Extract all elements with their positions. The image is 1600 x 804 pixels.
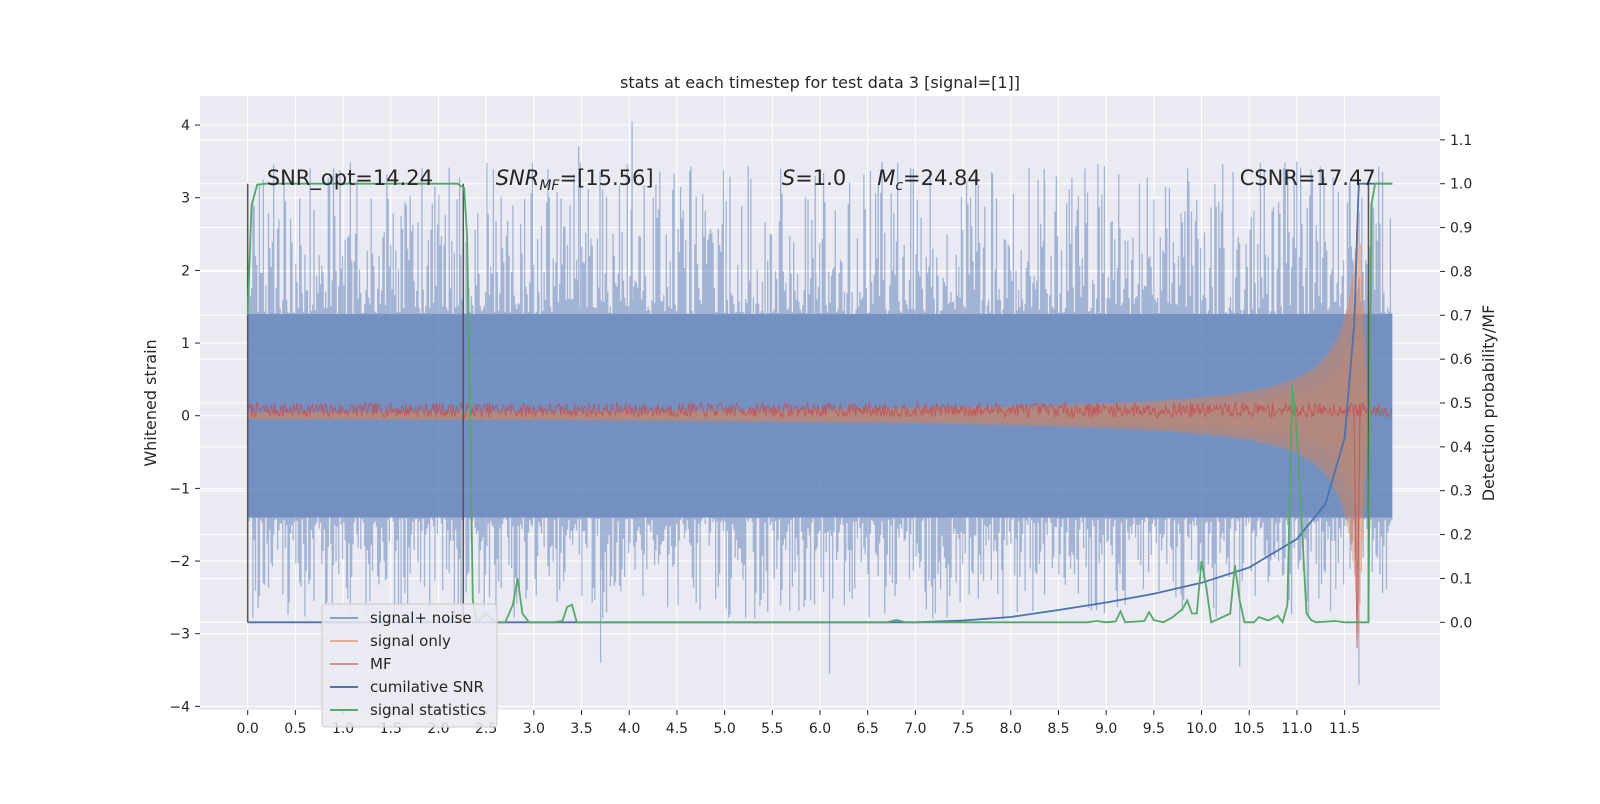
x-tick-label: 10.0: [1186, 721, 1217, 737]
y-right-tick-label: 0.0: [1450, 615, 1472, 631]
legend-label: cumilative SNR: [370, 678, 484, 696]
y-right-tick-label: 0.9: [1450, 221, 1472, 237]
legend-label: MF: [370, 655, 392, 673]
x-tick-label: 11.0: [1281, 721, 1312, 737]
y-axis-label-left: Whitened strain: [141, 339, 160, 466]
x-tick-label: 6.0: [809, 721, 831, 737]
annotation-label: S=1.0: [782, 166, 846, 190]
annotation-label: SNR_opt=14.24: [267, 166, 433, 191]
y-left-tick-label: 4: [181, 118, 190, 134]
annotations: SNR_opt=14.24 SNRMF=[15.56] S=1.0 Mc=24.84 C…: [267, 166, 1376, 194]
y-right-tick-label: 0.8: [1450, 264, 1472, 280]
annotation-label: CSNR=17.47: [1240, 166, 1376, 190]
x-tick-label: 5.5: [761, 721, 783, 737]
y-right-tick-label: 0.4: [1450, 440, 1472, 456]
x-tick-label: 0.5: [284, 721, 306, 737]
x-tick-label: 8.5: [1047, 721, 1069, 737]
y-left-tick-label: 0: [181, 409, 190, 425]
y-left-tick-label: −1: [169, 481, 190, 497]
y-left-tick-label: −2: [169, 554, 190, 570]
x-tick-label: 5.0: [713, 721, 735, 737]
y-right-tick-label: 0.7: [1450, 308, 1472, 324]
x-tick-label: 6.5: [857, 721, 879, 737]
data-series: [246, 121, 1393, 685]
x-tick-label: 4.0: [618, 721, 640, 737]
y-left-tick-label: 2: [181, 263, 190, 279]
x-tick-label: 7.5: [952, 721, 974, 737]
annotation-label: Mc=24.84: [877, 166, 981, 194]
x-tick-label: 10.5: [1234, 721, 1265, 737]
series-cumulative-snr: [247, 182, 1393, 624]
y-left-tick-label: 1: [181, 336, 190, 352]
x-tick-label: 0.0: [237, 721, 259, 737]
chart-title: stats at each timestep for test data 3 […: [620, 73, 1020, 92]
y-right-tick-label: 0.1: [1450, 571, 1472, 587]
legend-label: signal only: [370, 632, 451, 650]
legend: signal+ noise signal only MF cumilative SNR…: [321, 603, 498, 728]
y-right-tick-label: 0.2: [1450, 528, 1472, 544]
legend-box: [321, 603, 498, 728]
x-tick-label: 8.0: [1000, 721, 1022, 737]
x-tick-label: 3.5: [570, 721, 592, 737]
x-tick-label: 9.0: [1095, 721, 1117, 737]
y-left-tick-label: 3: [181, 191, 190, 207]
legend-label: signal+ noise: [370, 609, 472, 627]
x-tick-label: 11.5: [1329, 721, 1360, 737]
y-left-tick-label: −4: [169, 699, 190, 715]
legend-label: signal statistics: [370, 701, 486, 719]
x-tick-label: 9.5: [1143, 721, 1165, 737]
y-left-tick-label: −3: [169, 627, 190, 643]
y-axis-label-right: Detection probability/MF: [1479, 305, 1498, 502]
y-right-tick-label: 1.0: [1450, 177, 1472, 193]
x-tick-label: 4.5: [666, 721, 688, 737]
y-right-tick-label: 0.5: [1450, 396, 1472, 412]
x-tick-label: 3.0: [523, 721, 545, 737]
y-right-tick-label: 0.6: [1450, 352, 1472, 368]
series-mf: [247, 400, 1393, 649]
y-right-tick-label: 0.3: [1450, 484, 1472, 500]
series-signal-only: [247, 208, 1369, 635]
annotation-label: SNRMF=[15.56]: [496, 166, 654, 194]
y-right-tick-label: 1.1: [1450, 133, 1472, 149]
x-tick-label: 7.0: [904, 721, 926, 737]
